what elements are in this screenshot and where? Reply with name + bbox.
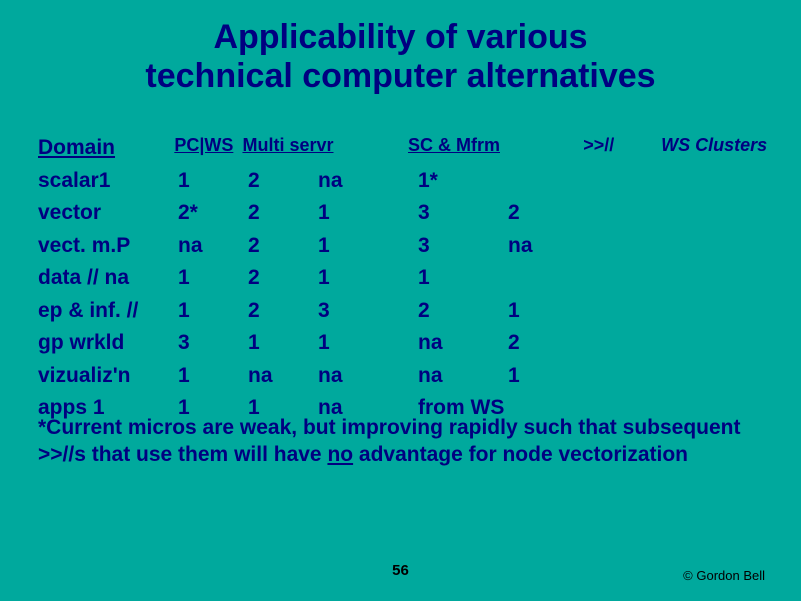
cell-domain: data // na <box>38 262 178 295</box>
cell-pcws: 1 <box>178 295 248 328</box>
title-line-1: Applicability of various <box>213 18 587 56</box>
table-header-row: Domain PC|WS Multi servr SC & Mfrm >>// … <box>38 132 778 165</box>
cell-pcws: 2* <box>178 197 248 230</box>
cell-pcws: na <box>178 230 248 263</box>
cell-multi: 2 <box>248 197 318 230</box>
cell-domain: vizualiz'n <box>38 360 178 393</box>
cell-mfrm <box>508 165 598 198</box>
cell-pcws: 1 <box>178 360 248 393</box>
cell-mfrm: 1 <box>508 295 598 328</box>
cell-sc: 3 <box>418 197 508 230</box>
cell-multi: 2 <box>248 165 318 198</box>
title-line-2: technical computer alternatives <box>145 57 655 95</box>
cell-pcws: 3 <box>178 327 248 360</box>
copyright: © Gordon Bell <box>683 568 765 583</box>
slide-title: Applicability of various technical compu… <box>0 18 801 96</box>
table-row: data // na 1 2 1 1 <box>38 262 778 295</box>
cell-servr: na <box>318 165 418 198</box>
spacer <box>379 132 408 165</box>
slide: Applicability of various technical compu… <box>0 0 801 601</box>
cell-servr: 1 <box>318 327 418 360</box>
cell-servr: 3 <box>318 295 418 328</box>
cell-sc: 3 <box>418 230 508 263</box>
cell-sc: 2 <box>418 295 508 328</box>
header-multi-servr: Multi servr <box>242 132 378 165</box>
cell-servr: 1 <box>318 262 418 295</box>
cell-multi: 2 <box>248 262 318 295</box>
header-pcws: PC|WS <box>174 132 242 165</box>
header-sc-mfrm: SC & Mfrm <box>408 132 583 165</box>
header-next: >>// <box>583 132 661 165</box>
table-row: vizualiz'n 1 na na na 1 <box>38 360 778 393</box>
cell-multi: 2 <box>248 295 318 328</box>
cell-domain: gp wrkld <box>38 327 178 360</box>
cell-sc: na <box>418 360 508 393</box>
table-row: scalar1 1 2 na 1* <box>38 165 778 198</box>
cell-pcws: 1 <box>178 262 248 295</box>
footnote-underline: no <box>327 443 353 466</box>
cell-mfrm: na <box>508 230 598 263</box>
cell-mfrm <box>508 262 598 295</box>
cell-domain: ep & inf. // <box>38 295 178 328</box>
cell-domain: scalar1 <box>38 165 178 198</box>
cell-mfrm: 2 <box>508 327 598 360</box>
cell-mfrm: 1 <box>508 360 598 393</box>
cell-domain: vector <box>38 197 178 230</box>
table-row: vect. m.P na 2 1 3 na <box>38 230 778 263</box>
cell-servr: 1 <box>318 230 418 263</box>
cell-sc: 1* <box>418 165 508 198</box>
table-row: ep & inf. // 1 2 3 2 1 <box>38 295 778 328</box>
cell-multi: 1 <box>248 327 318 360</box>
table-row: gp wrkld 3 1 1 na 2 <box>38 327 778 360</box>
page-number: 56 <box>0 562 801 579</box>
cell-servr: na <box>318 360 418 393</box>
cell-multi: na <box>248 360 318 393</box>
cell-pcws: 1 <box>178 165 248 198</box>
cell-mfrm: 2 <box>508 197 598 230</box>
table-row: vector 2* 2 1 3 2 <box>38 197 778 230</box>
footnote-post: advantage for node vectorization <box>353 443 688 466</box>
header-domain: Domain <box>38 132 174 165</box>
comparison-table: Domain PC|WS Multi servr SC & Mfrm >>// … <box>38 132 778 425</box>
cell-domain: vect. m.P <box>38 230 178 263</box>
cell-sc: 1 <box>418 262 508 295</box>
footnote: *Current micros are weak, but improving … <box>38 414 768 469</box>
cell-multi: 2 <box>248 230 318 263</box>
header-ws-clusters: WS Clusters <box>661 132 778 165</box>
cell-servr: 1 <box>318 197 418 230</box>
cell-sc: na <box>418 327 508 360</box>
